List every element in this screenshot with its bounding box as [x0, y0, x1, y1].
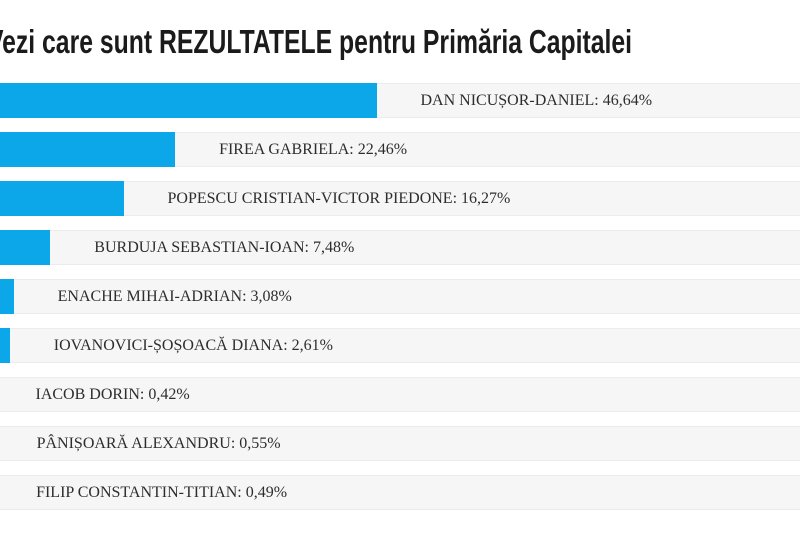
bar-label: IOVANOVICI-ȘOȘOACĂ DIANA: 2,61% [53, 336, 333, 354]
result-bar [0, 279, 14, 314]
page-header: Vezi care sunt REZULTATELE pentru Primăr… [0, 0, 800, 83]
bar-label: IACOB DORIN: 0,42% [35, 385, 190, 403]
result-row: FIREA GABRIELA: 22,46% [0, 132, 800, 167]
result-row: DAN NICUȘOR-DANIEL: 46,64% [0, 83, 800, 118]
result-bar [0, 328, 10, 363]
bar-label: BURDUJA SEBASTIAN-IOAN: 7,48% [94, 238, 355, 256]
result-bar [0, 181, 124, 216]
result-row: IACOB DORIN: 0,42% [0, 377, 800, 412]
result-bar [0, 132, 176, 167]
result-row: BURDUJA SEBASTIAN-IOAN: 7,48% [0, 230, 800, 265]
bar-label: FIREA GABRIELA: 22,46% [219, 140, 408, 158]
bar-label: FILIP CONSTANTIN-TITIAN: 0,49% [36, 483, 288, 501]
result-row: ENACHE MIHAI-ADRIAN: 3,08% [0, 279, 800, 314]
page-title: Vezi care sunt REZULTATELE pentru Primăr… [0, 22, 633, 60]
result-row: IOVANOVICI-ȘOȘOACĂ DIANA: 2,61% [0, 328, 800, 363]
result-row: FILIP CONSTANTIN-TITIAN: 0,49% [0, 475, 800, 510]
result-bar [0, 83, 377, 118]
result-row: POPESCU CRISTIAN-VICTOR PIEDONE: 16,27% [0, 181, 800, 216]
result-row: PÂNIȘOARĂ ALEXANDRU: 0,55% [0, 426, 800, 461]
bar-label: ENACHE MIHAI-ADRIAN: 3,08% [57, 287, 292, 305]
bar-label: DAN NICUȘOR-DANIEL: 46,64% [420, 91, 653, 109]
bar-label: POPESCU CRISTIAN-VICTOR PIEDONE: 16,27% [167, 189, 511, 207]
bar-label: PÂNIȘOARĂ ALEXANDRU: 0,55% [36, 434, 281, 452]
results-chart: DAN NICUȘOR-DANIEL: 46,64% FIREA GABRIEL… [0, 83, 800, 510]
result-bar [0, 230, 51, 265]
